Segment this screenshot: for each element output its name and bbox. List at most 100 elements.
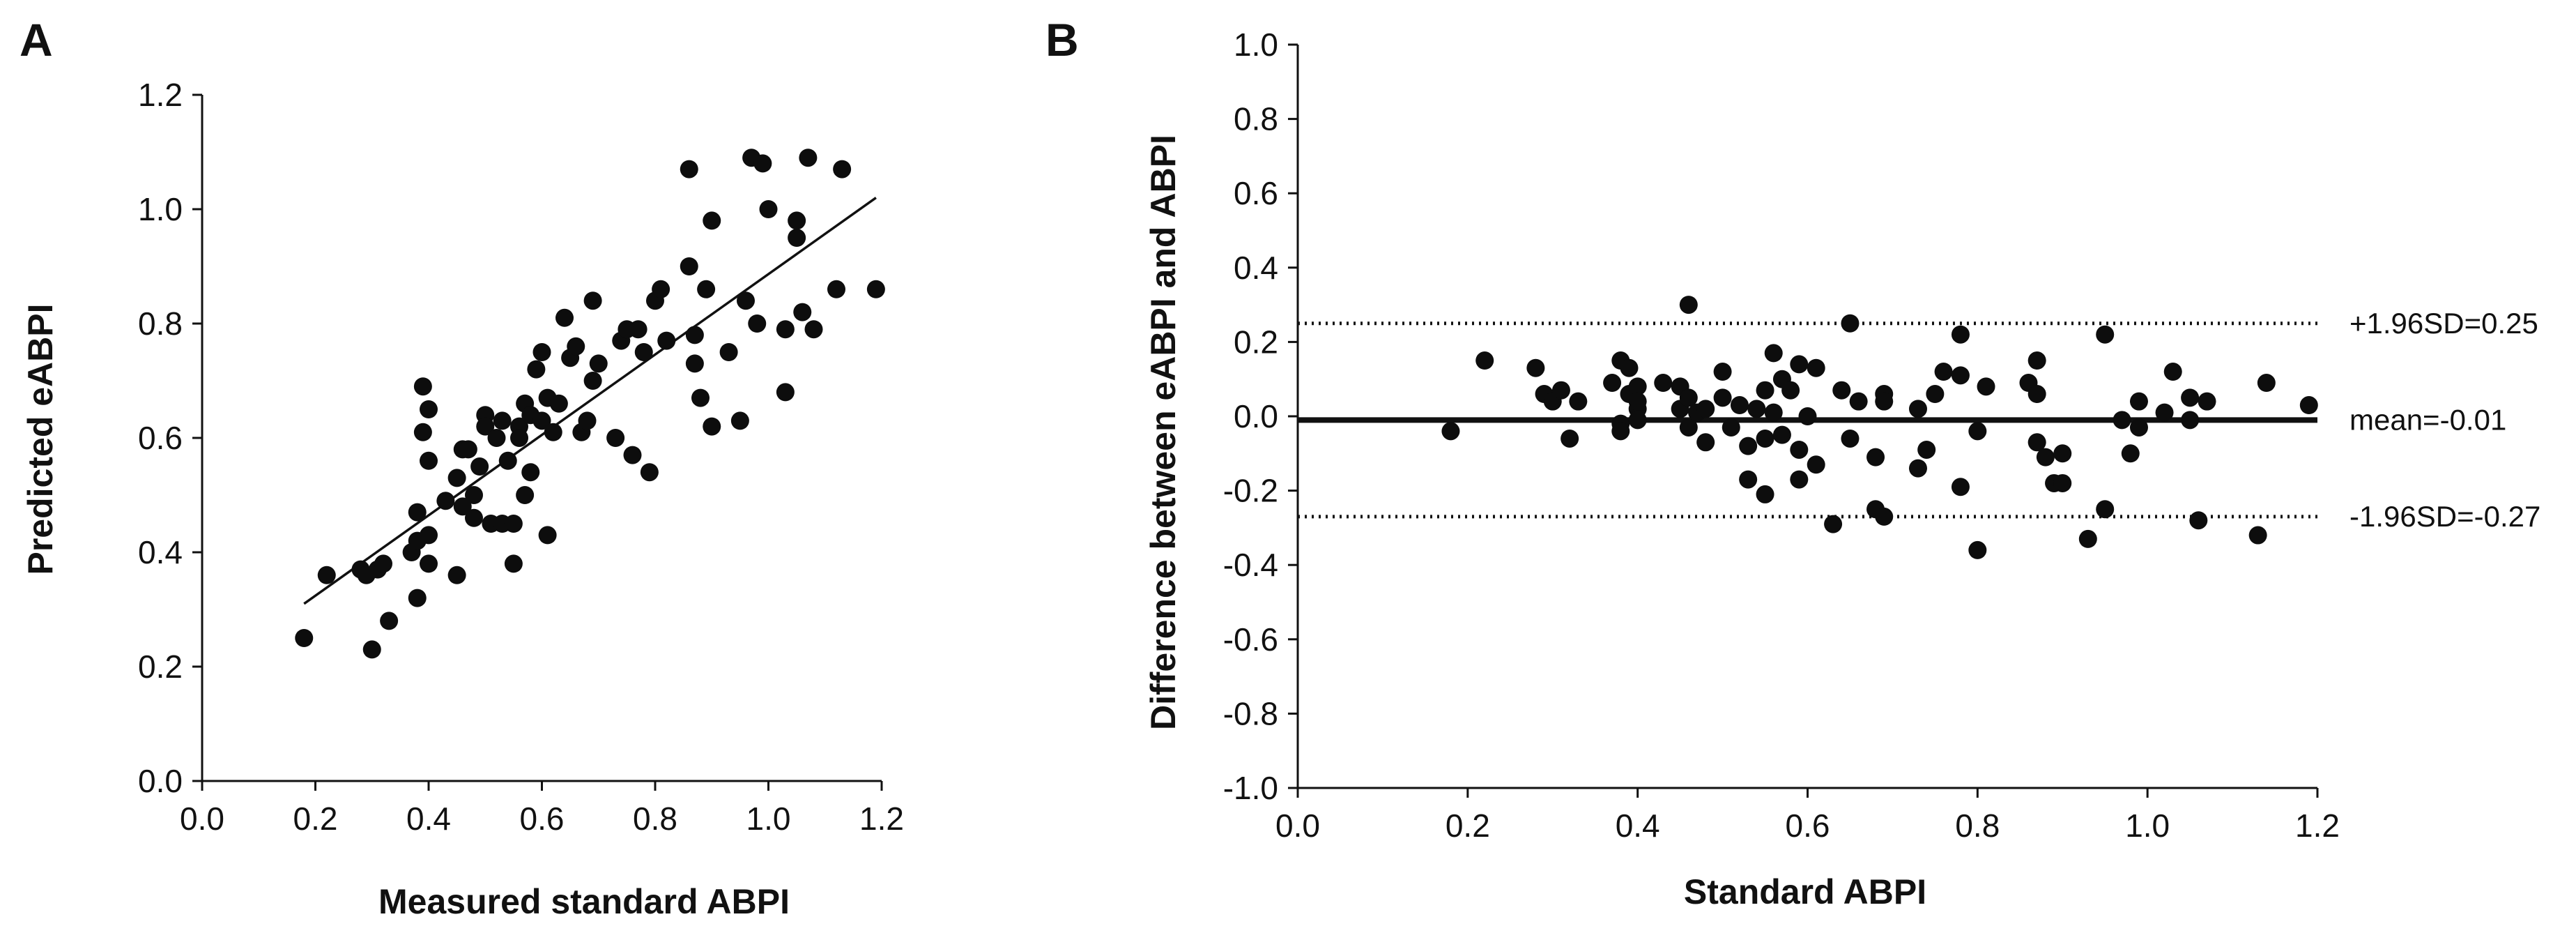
panel-b-data-point <box>1866 448 1885 466</box>
panel-b-data-point <box>1696 433 1715 452</box>
panel-a-data-point <box>759 200 778 218</box>
panel-b-data-point <box>1824 515 1843 533</box>
panel-b-data-point <box>1781 381 1800 400</box>
panel-b-y-axis-title: Difference between eABPI and ABPI <box>1144 135 1183 730</box>
panel-a-x-tick-label: 0.4 <box>406 801 451 837</box>
panel-a-data-point <box>487 429 506 447</box>
panel-b-data-point <box>2129 418 2148 437</box>
panel-a-data-point <box>549 394 568 413</box>
panel-a-trendline <box>303 197 877 605</box>
panel-a-y-tick-label: 0.6 <box>138 420 183 456</box>
panel-a-data-point <box>634 343 653 361</box>
panel-a-data-point <box>447 469 466 487</box>
panel-b-data-point <box>1679 388 1698 407</box>
panel-b-data-point <box>1764 403 1783 422</box>
panel-b-letter: B <box>1045 14 1079 66</box>
panel-b-data-point <box>2096 500 2115 519</box>
panel-b-x-tick-label: 0.0 <box>1275 807 1320 844</box>
panel-a-data-point <box>504 515 523 533</box>
panel-a-data-point <box>719 343 738 361</box>
panel-a-data-point <box>866 280 885 298</box>
panel-b-x-tick-label: 0.6 <box>1786 807 1830 844</box>
panel-a-data-point <box>408 589 427 607</box>
panel-a-data-point <box>657 331 676 350</box>
panel-b-data-point <box>1917 440 1936 459</box>
panel-a-data-point <box>295 629 314 647</box>
panel-b-data-point <box>1790 470 1809 489</box>
panel-a-data-point <box>538 526 557 545</box>
panel-b-y-tick-label: -0.2 <box>1223 473 1278 509</box>
panel-a-data-point <box>532 343 551 361</box>
panel-b-data-point <box>1679 418 1698 437</box>
panel-b-data-point <box>1756 429 1774 448</box>
panel-a-axes: 0.0 0.2 0.4 0.6 0.8 1.0 1.2 0.0 0.2 0.4 0.6 0.8 1.0 1… <box>138 77 904 837</box>
panel-a-data-point <box>420 526 438 545</box>
panel-b-data-point <box>1841 429 1860 448</box>
panel-b-data-point <box>1722 418 1740 437</box>
panel-b-data-point <box>1807 358 1825 377</box>
panel-a-x-tick-label: 1.2 <box>859 801 904 837</box>
panel-a-data-point <box>521 463 540 482</box>
panel-b-data-point <box>1756 381 1774 400</box>
panel-a-x-tick-label: 0.0 <box>180 801 224 837</box>
panel-a-data-point <box>697 280 716 298</box>
panel-a-data-point <box>737 291 755 310</box>
panel-b-data-point <box>2027 433 2046 452</box>
panel-a-data-point <box>827 280 845 298</box>
panel-b-data-point <box>1628 392 1647 411</box>
panel-b-data-point <box>1790 355 1809 374</box>
panel-b-data-point <box>1790 440 1809 459</box>
panel-a-data-point <box>589 354 608 373</box>
panel-a-data-point <box>833 160 852 179</box>
panel-a-data-point <box>493 411 512 430</box>
panel-b-data-point <box>2129 392 2148 411</box>
panel-a: A 0.0 0.2 0.4 0.6 0.8 1.0 1.2 0.0 0.2 0.4 0.6 0.8 1.… <box>20 14 904 921</box>
panel-b-reference-label-2: -1.96SD=-0.27 <box>2349 500 2540 533</box>
panel-b-x-tick-label: 0.2 <box>1446 807 1490 844</box>
panel-a-data-point <box>623 446 642 464</box>
panel-a-data-point <box>544 423 562 441</box>
panel-a-x-tick-label: 0.8 <box>633 801 677 837</box>
panel-b-y-tick-label: 0.0 <box>1234 398 1278 434</box>
panel-b-data-point <box>1934 363 1953 381</box>
panel-b-data-point <box>1926 385 1945 404</box>
panel-a-data-point <box>567 337 585 356</box>
panel-a-y-tick-label: 0.8 <box>138 305 183 342</box>
panel-b-data-point <box>1679 296 1698 314</box>
panel-a-data-point <box>583 372 602 390</box>
panel-a-data-point <box>640 463 659 482</box>
panel-b-y-tick-label: 0.6 <box>1234 175 1278 211</box>
panel-b-data-point <box>1739 470 1758 489</box>
panel-a-y-tick-label: 0.2 <box>138 648 183 685</box>
panel-b-x-tick-label: 0.8 <box>1955 807 2000 844</box>
panel-a-data-point <box>748 314 767 333</box>
panel-b-data-point <box>2163 363 2182 381</box>
panel-a-data-point <box>652 280 670 298</box>
panel-a-data-point <box>413 377 432 396</box>
panel-a-data-point <box>453 497 472 516</box>
panel-a-data-point <box>532 411 551 430</box>
panel-a-data-point <box>459 440 477 459</box>
panel-a-data-point <box>703 417 721 436</box>
panel-a-data-point <box>510 429 528 447</box>
panel-b-data-point <box>2053 444 2072 463</box>
panel-b-data-point <box>1756 485 1774 503</box>
panel-b-data-point <box>1561 429 1579 448</box>
panel-a-data-point <box>436 492 455 510</box>
panel-b-data-point <box>2036 448 2055 466</box>
panel-b-data-point <box>1832 381 1851 400</box>
panel-b-data-point <box>1654 374 1673 393</box>
panel-a-x-tick-label: 0.2 <box>293 801 338 837</box>
panel-a-data-point <box>420 554 438 573</box>
panel-b-reference-label-1: mean=-0.01 <box>2349 403 2506 436</box>
panel-b-reference-lines: +1.96SD=0.25 mean=-0.01 -1.96SD=-0.27 <box>1298 307 2540 533</box>
panel-b-data-point <box>1798 407 1817 425</box>
panel-b-data-point <box>2181 388 2200 407</box>
panel-a-data-point <box>578 411 597 430</box>
panel-b-data-point <box>1526 358 1545 377</box>
panel-a-points <box>295 149 885 659</box>
panel-b-data-point <box>2299 396 2318 415</box>
panel-b-data-point <box>1807 455 1825 474</box>
panel-a-data-point <box>420 400 438 418</box>
